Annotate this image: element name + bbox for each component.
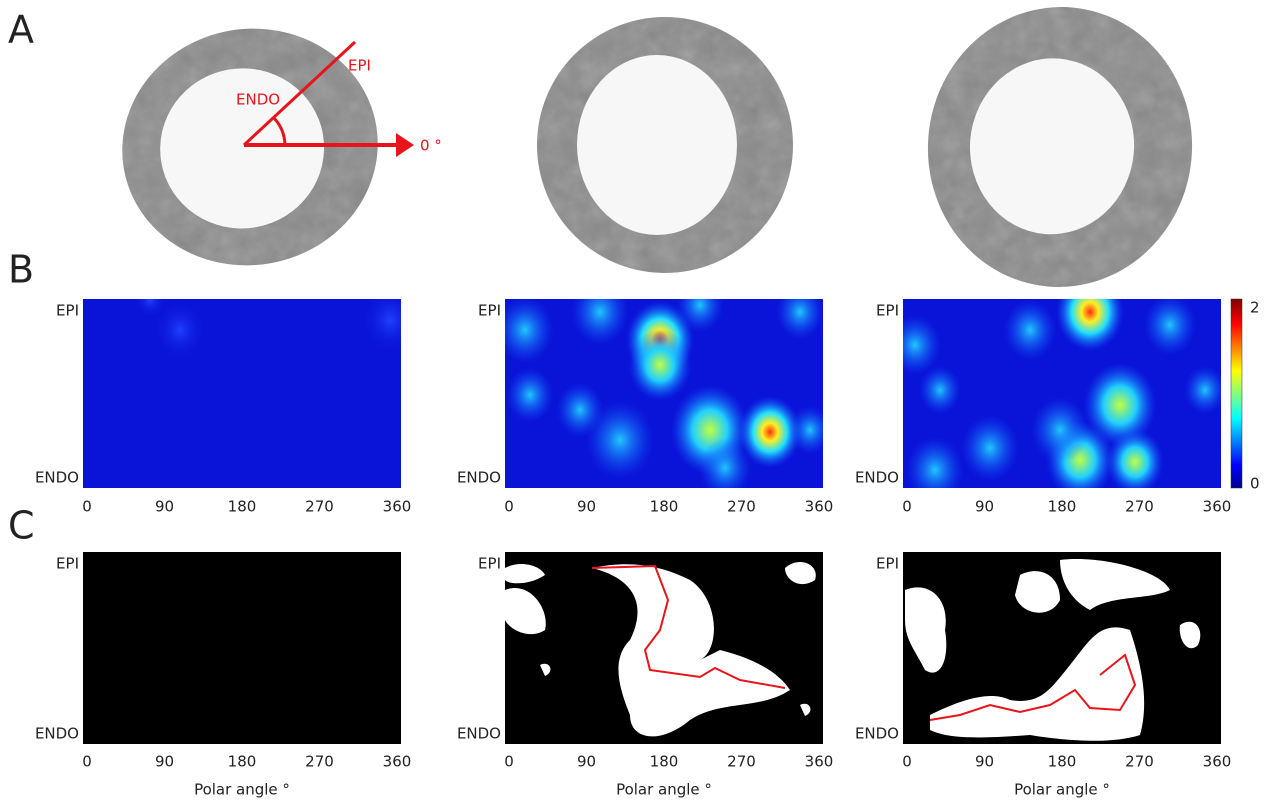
x-tick-label: 270	[305, 753, 334, 771]
x-tick-label: 0	[82, 753, 92, 771]
x-axis-title: Polar angle °	[1014, 781, 1110, 799]
x-tick-label: 180	[1048, 753, 1077, 771]
x-tick-label: 180	[650, 753, 679, 771]
x-tick-label: 90	[577, 498, 596, 516]
x-tick-label: 270	[727, 753, 756, 771]
hotspot	[889, 315, 941, 375]
hotspot	[777, 285, 824, 339]
hotspot	[1106, 429, 1163, 495]
x-tick-label: 270	[1125, 753, 1154, 771]
x-tick-label: 270	[1125, 498, 1154, 516]
tissue-slice	[103, 9, 396, 286]
x-tick-label: 270	[727, 498, 756, 516]
hotspot	[699, 438, 751, 498]
x-tick-label: 0	[902, 753, 912, 771]
x-tick-label: 90	[975, 498, 994, 516]
y-label: EPI	[876, 555, 899, 573]
x-tick-label: 180	[1048, 498, 1077, 516]
y-label: EPI	[478, 555, 501, 573]
x-tick-label: 180	[650, 498, 679, 516]
y-label: ENDO	[35, 725, 79, 743]
x-tick-label: 360	[1203, 753, 1232, 771]
arrow-head	[396, 133, 414, 157]
hotspot	[507, 368, 554, 422]
hotspot	[789, 406, 831, 454]
hotspot	[134, 282, 165, 318]
binary-map	[83, 552, 401, 744]
figure: ABCEPIENDO0 °EPIENDO090180270360EPIENDO0…	[0, 0, 1274, 803]
hotspot	[361, 287, 418, 353]
annotation: EPI	[348, 57, 371, 75]
x-axis-title: Polar angle °	[616, 781, 712, 799]
colorbar-label: 0	[1250, 475, 1260, 493]
y-label: EPI	[56, 302, 79, 320]
x-tick-label: 180	[228, 753, 257, 771]
x-tick-label: 360	[383, 753, 412, 771]
y-label: ENDO	[855, 725, 899, 743]
x-tick-label: 180	[228, 498, 257, 516]
hotspot	[496, 297, 553, 363]
panel-label: B	[8, 248, 34, 292]
x-tick-label: 360	[805, 753, 834, 771]
hotspot	[1184, 366, 1226, 414]
heatmap	[83, 299, 401, 488]
colorbar-label: 2	[1250, 299, 1260, 317]
x-tick-label: 270	[305, 498, 334, 516]
y-label: ENDO	[457, 469, 501, 487]
hotspot	[1031, 397, 1088, 463]
x-axis-title: Polar angle °	[194, 781, 290, 799]
y-label: EPI	[56, 555, 79, 573]
x-tick-label: 90	[155, 753, 174, 771]
x-tick-label: 0	[504, 753, 514, 771]
tissue-slice	[916, 0, 1203, 298]
hotspot	[677, 278, 724, 332]
hotspot	[961, 415, 1018, 481]
y-label: ENDO	[457, 725, 501, 743]
panel-label: C	[8, 504, 35, 548]
x-tick-label: 0	[82, 498, 92, 516]
x-tick-label: 360	[805, 498, 834, 516]
hotspot	[629, 329, 691, 401]
hotspot	[571, 279, 628, 345]
y-label: EPI	[876, 302, 899, 320]
x-tick-label: 90	[975, 753, 994, 771]
panel-label: A	[8, 8, 34, 52]
annotation: ENDO	[236, 91, 280, 109]
hotspot	[906, 437, 963, 503]
lumen	[577, 55, 737, 235]
x-tick-label: 360	[1203, 498, 1232, 516]
x-tick-label: 0	[902, 498, 912, 516]
hotspot	[557, 383, 604, 437]
x-tick-label: 90	[577, 753, 596, 771]
colorbar	[1231, 299, 1242, 488]
hotspot	[1144, 295, 1196, 355]
tissue-slice	[537, 17, 793, 273]
hotspot	[1004, 300, 1056, 360]
y-label: EPI	[478, 302, 501, 320]
x-tick-label: 90	[155, 498, 174, 516]
hotspot	[919, 366, 961, 414]
x-tick-label: 0	[504, 498, 514, 516]
y-label: ENDO	[855, 469, 899, 487]
annotation: 0 °	[420, 137, 442, 155]
y-label: ENDO	[35, 469, 79, 487]
x-tick-label: 360	[383, 498, 412, 516]
